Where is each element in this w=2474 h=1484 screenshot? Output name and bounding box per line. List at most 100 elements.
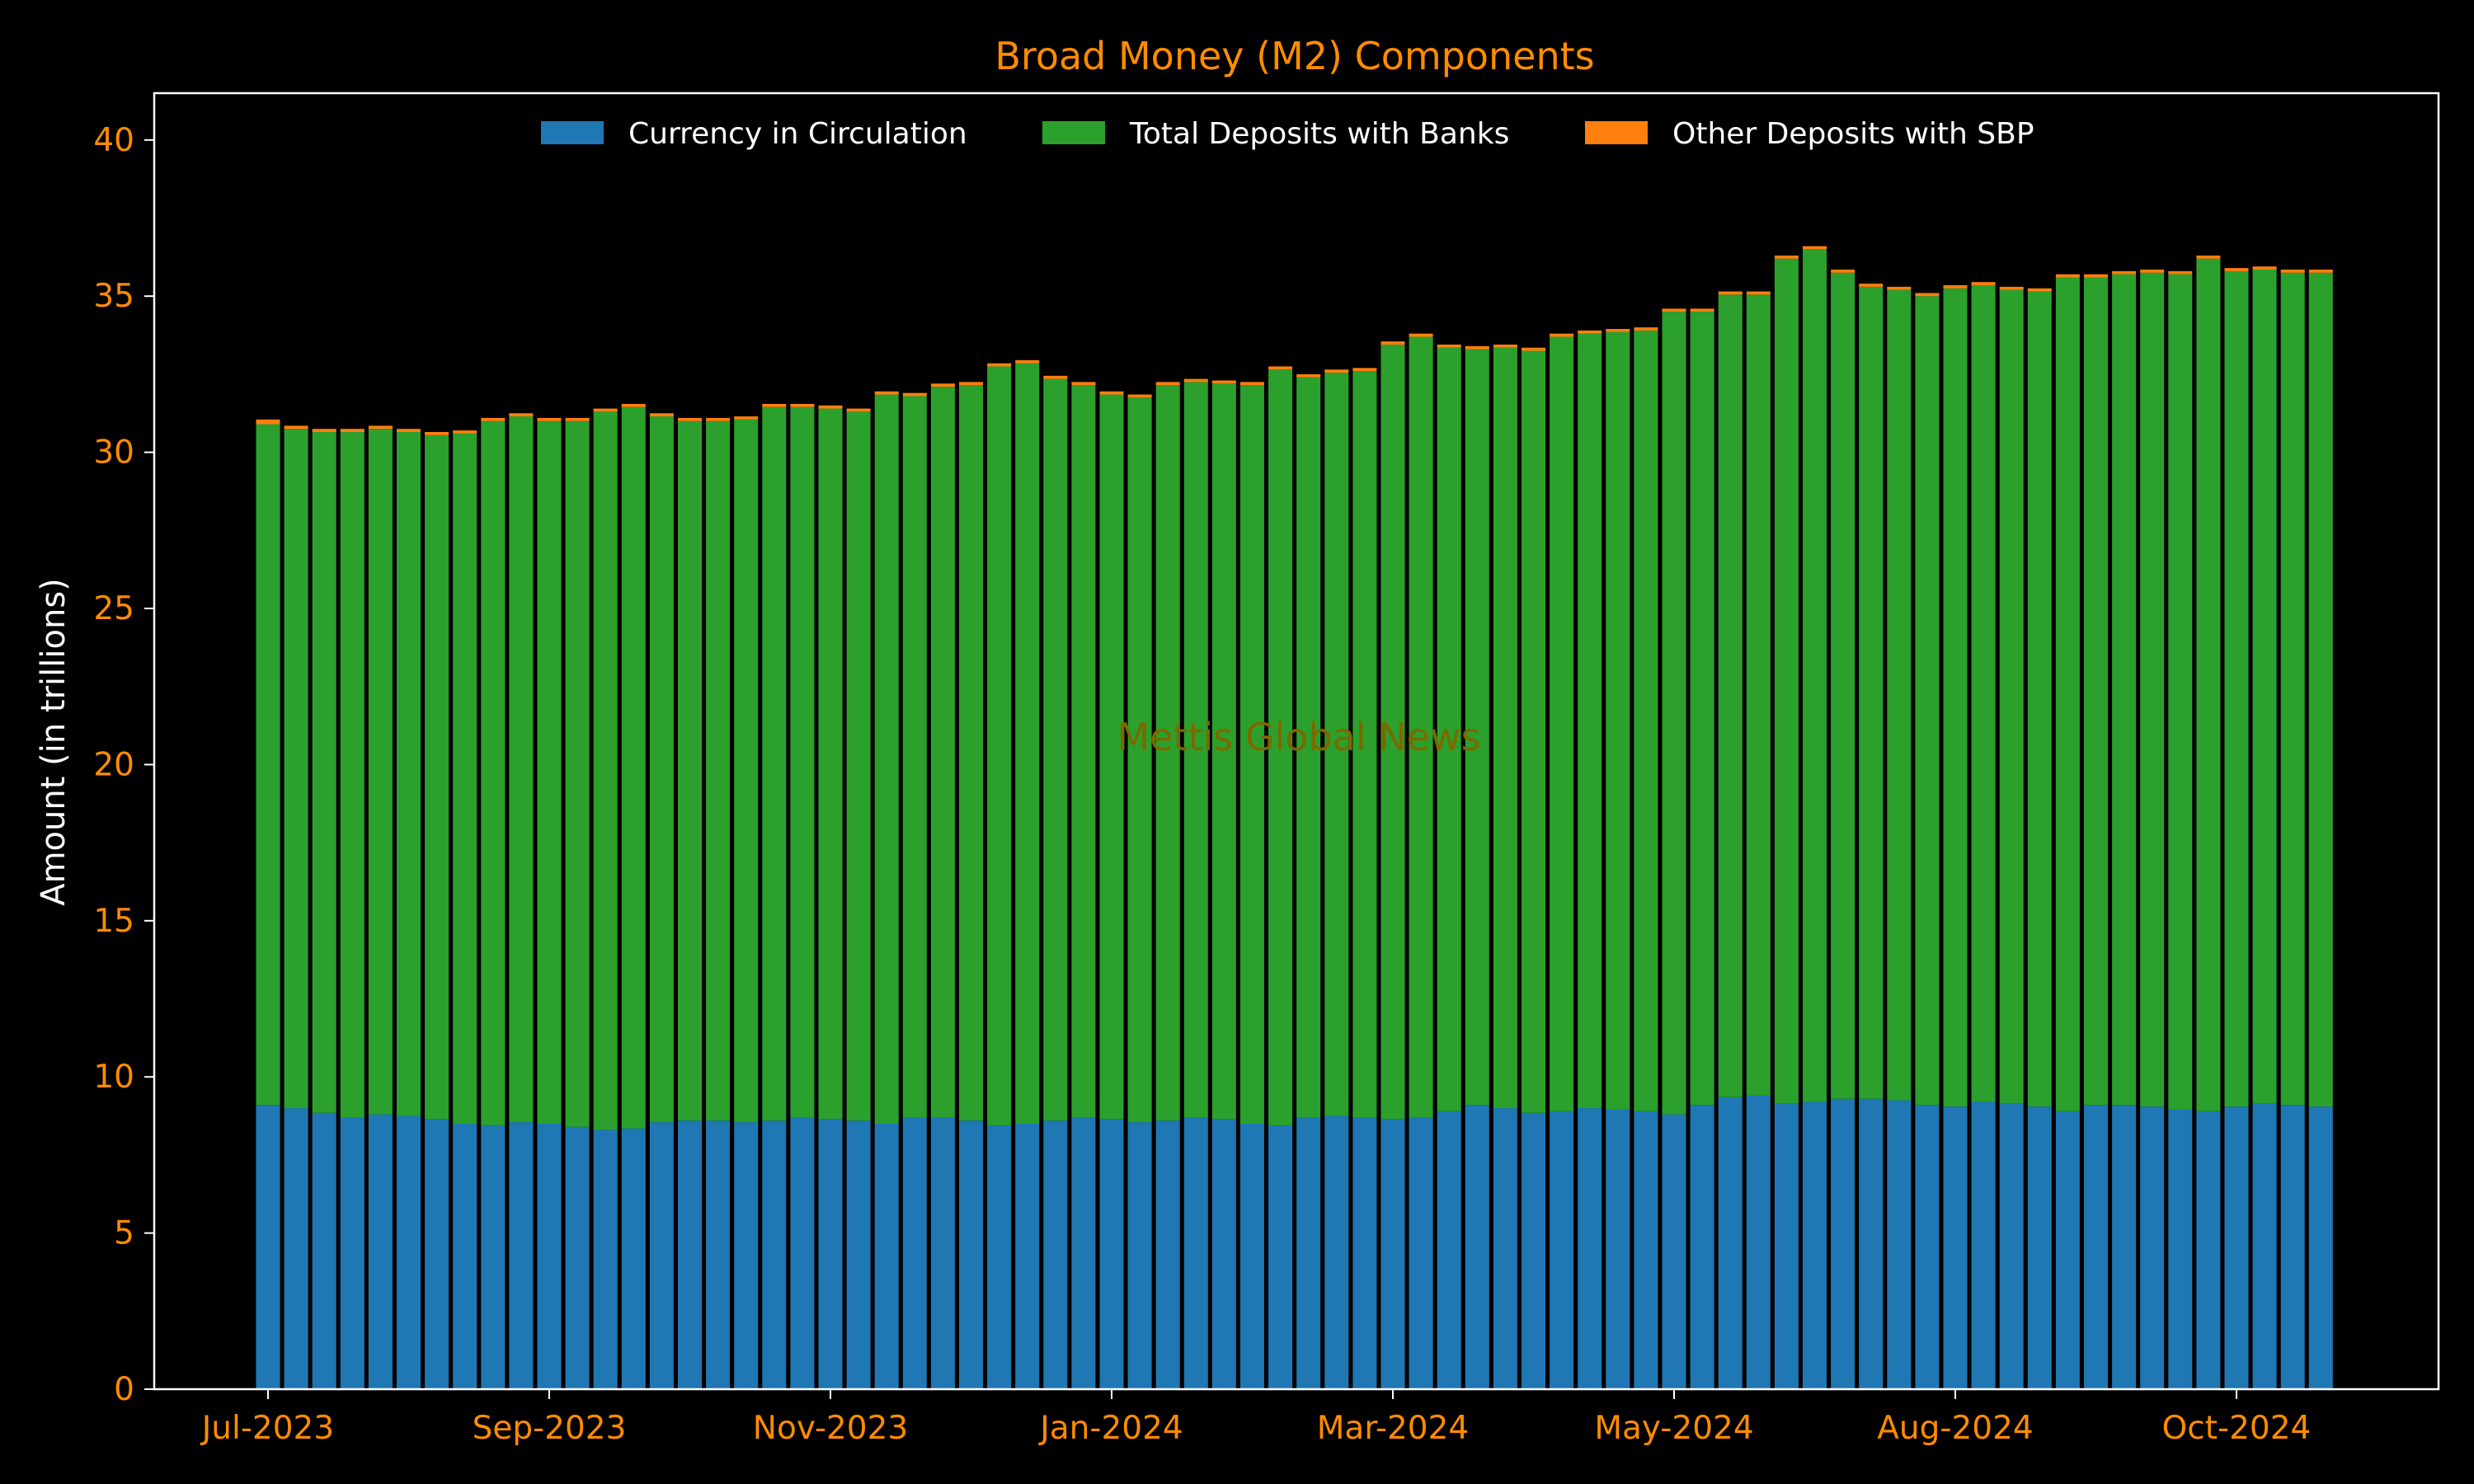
bar-other-59	[1915, 293, 1940, 297]
bar-currency-70	[2224, 1106, 2249, 1389]
bar-other-62	[1999, 286, 2024, 290]
bar-deposits-34	[1211, 383, 1236, 1120]
bar-currency-23	[902, 1117, 927, 1389]
bar-currency-4	[368, 1114, 393, 1389]
bar-currency-50	[1662, 1114, 1686, 1389]
bar-deposits-30	[1099, 394, 1124, 1120]
bar-currency-58	[1887, 1100, 1912, 1389]
bar-currency-62	[1999, 1103, 2024, 1389]
bar-other-25	[959, 382, 983, 386]
bar-other-28	[1043, 375, 1068, 379]
bar-deposits-45	[1522, 350, 1545, 1113]
x-tick-label-30: Jan-2024	[1037, 1410, 1183, 1447]
bar-currency-3	[340, 1117, 365, 1389]
legend-swatch-other	[1585, 121, 1648, 144]
bar-other-49	[1634, 327, 1658, 331]
bar-other-58	[1887, 286, 1912, 290]
bar-currency-38	[1324, 1115, 1349, 1389]
bar-currency-25	[959, 1120, 983, 1389]
bar-currency-73	[2308, 1106, 2333, 1389]
bar-deposits-37	[1296, 377, 1321, 1118]
legend-label-other: Other Deposits with SBP	[1672, 117, 2034, 151]
bar-other-8	[481, 417, 506, 421]
bar-currency-20	[818, 1119, 843, 1389]
bar-deposits-14	[649, 416, 674, 1123]
bar-other-31	[1127, 394, 1152, 398]
bar-other-68	[2168, 270, 2193, 275]
bar-deposits-38	[1324, 373, 1349, 1116]
bar-other-34	[1211, 380, 1236, 384]
y-tick-label-15: 15	[93, 903, 134, 940]
bar-currency-49	[1634, 1111, 1658, 1389]
bar-deposits-36	[1268, 369, 1293, 1125]
bar-currency-21	[846, 1120, 871, 1389]
legend-swatch-currency	[541, 121, 604, 144]
bar-other-23	[902, 392, 927, 397]
bar-deposits-27	[1015, 363, 1040, 1125]
bar-other-24	[930, 383, 955, 387]
legend-label-currency: Currency in Circulation	[628, 117, 967, 151]
bar-other-14	[649, 413, 674, 417]
bar-currency-47	[1578, 1108, 1602, 1389]
bar-other-60	[1943, 284, 1968, 289]
bar-currency-69	[2196, 1111, 2221, 1389]
chart-title: Broad Money (M2) Components	[995, 34, 1594, 78]
bar-other-7	[453, 430, 477, 434]
bar-other-53	[1746, 291, 1771, 295]
bar-deposits-2	[312, 431, 336, 1113]
bar-deposits-51	[1690, 312, 1714, 1106]
bar-currency-46	[1550, 1111, 1574, 1389]
bar-currency-48	[1606, 1109, 1630, 1389]
bar-deposits-17	[734, 419, 759, 1123]
bar-deposits-66	[2112, 274, 2137, 1106]
bar-currency-10	[537, 1124, 562, 1389]
bar-deposits-35	[1240, 385, 1264, 1125]
bar-currency-57	[1859, 1098, 1884, 1389]
legend-swatch-deposits	[1042, 121, 1105, 144]
bar-deposits-24	[930, 387, 955, 1118]
bar-deposits-42	[1437, 347, 1461, 1111]
bar-other-11	[565, 417, 590, 421]
bar-currency-36	[1268, 1125, 1293, 1389]
bar-currency-29	[1071, 1117, 1096, 1389]
bar-currency-66	[2112, 1105, 2137, 1389]
bar-currency-15	[678, 1120, 702, 1389]
bar-deposits-44	[1493, 347, 1517, 1109]
bar-other-56	[1831, 270, 1856, 273]
bar-currency-59	[1915, 1105, 1940, 1389]
bar-deposits-4	[368, 429, 393, 1115]
bar-currency-18	[762, 1120, 787, 1389]
bar-currency-41	[1409, 1117, 1433, 1389]
bar-currency-61	[1971, 1101, 1996, 1389]
bar-other-18	[762, 403, 787, 407]
y-tick-label-0: 0	[114, 1371, 134, 1408]
bar-deposits-61	[1971, 284, 1996, 1102]
bar-deposits-39	[1352, 371, 1377, 1118]
bar-currency-5	[397, 1115, 421, 1389]
bar-other-29	[1071, 382, 1096, 386]
bar-currency-42	[1437, 1111, 1461, 1389]
bar-deposits-28	[1043, 378, 1068, 1121]
bar-currency-51	[1690, 1105, 1714, 1389]
bar-other-2	[312, 429, 336, 432]
bar-deposits-63	[2027, 291, 2052, 1107]
bar-currency-44	[1493, 1108, 1517, 1389]
bar-deposits-9	[509, 416, 534, 1123]
bar-deposits-47	[1578, 333, 1602, 1109]
bar-currency-67	[2140, 1106, 2165, 1389]
bar-other-21	[846, 408, 871, 412]
x-tick-label-20: Nov-2023	[753, 1410, 908, 1447]
bar-currency-24	[930, 1117, 955, 1389]
bar-currency-1	[284, 1108, 308, 1389]
bar-other-6	[425, 431, 449, 435]
bar-deposits-69	[2196, 258, 2221, 1111]
bar-currency-34	[1211, 1119, 1236, 1389]
bar-currency-35	[1240, 1124, 1264, 1389]
bar-currency-64	[2055, 1111, 2080, 1389]
bar-currency-13	[621, 1128, 646, 1389]
bar-other-9	[509, 413, 534, 417]
bar-currency-60	[1943, 1106, 1968, 1389]
bar-currency-39	[1352, 1117, 1377, 1389]
bar-deposits-64	[2055, 277, 2080, 1111]
